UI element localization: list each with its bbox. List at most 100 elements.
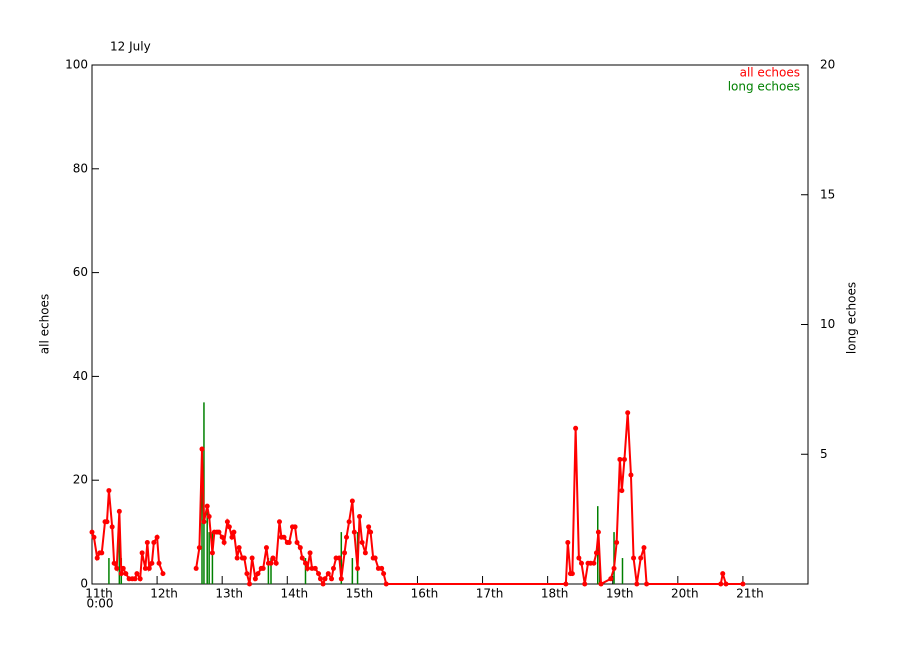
y-tick-label: 20 xyxy=(73,473,88,487)
series-point xyxy=(209,550,215,556)
series-point xyxy=(116,508,122,514)
series-point xyxy=(247,581,253,587)
series-point xyxy=(224,519,230,525)
x-tick-label: 14th xyxy=(280,587,308,601)
series-point xyxy=(120,565,126,571)
series-point xyxy=(229,534,235,540)
y-tick-label: 60 xyxy=(73,265,88,279)
series-point xyxy=(631,555,637,561)
x-tick-label: 16th xyxy=(411,587,439,601)
series-point xyxy=(366,524,372,530)
y-axis-label: all echoes xyxy=(38,294,52,354)
series-point xyxy=(299,555,305,561)
series-point xyxy=(317,576,323,582)
series-point xyxy=(359,539,365,545)
series-point xyxy=(104,519,110,525)
series-point xyxy=(322,576,328,582)
series-point xyxy=(720,571,726,577)
series-point xyxy=(379,565,385,571)
series-point xyxy=(281,534,287,540)
x-tick-label: 17th xyxy=(476,587,504,601)
series-point xyxy=(270,555,276,561)
series-point xyxy=(569,571,575,577)
series-point xyxy=(351,529,357,535)
series-point xyxy=(297,545,303,551)
series-point xyxy=(368,529,374,535)
series-point xyxy=(111,560,117,566)
series-point xyxy=(286,539,292,545)
series-point xyxy=(595,529,601,535)
y-tick-label: 0 xyxy=(80,577,88,591)
series-point xyxy=(576,555,582,561)
series-point xyxy=(123,571,129,577)
x-tick-label: 19th xyxy=(606,587,634,601)
series-point xyxy=(302,560,308,566)
series-point xyxy=(578,560,584,566)
series-point xyxy=(137,576,143,582)
series-point xyxy=(118,571,124,577)
series-point xyxy=(132,576,138,582)
series-point xyxy=(614,539,620,545)
y2-tick-label: 15 xyxy=(820,187,835,201)
series-point xyxy=(219,534,225,540)
series-point xyxy=(644,581,650,587)
y2-tick-label: 10 xyxy=(820,317,835,331)
chart-title: 12 July xyxy=(110,40,151,54)
series-point xyxy=(718,581,724,587)
series-point xyxy=(320,581,326,587)
y-tick-label: 40 xyxy=(73,369,88,383)
series-point xyxy=(338,576,344,582)
series-point xyxy=(565,539,571,545)
series-point xyxy=(383,581,389,587)
x-tick-label: 11th xyxy=(85,587,113,601)
series-point xyxy=(241,555,247,561)
series-point xyxy=(231,529,237,535)
y-tick-label: 80 xyxy=(73,161,88,175)
series-point xyxy=(723,581,729,587)
series-point xyxy=(740,581,746,587)
series-point xyxy=(244,571,250,577)
series-point xyxy=(156,560,162,566)
series-point xyxy=(216,529,222,535)
x-tick-label: 13th xyxy=(215,587,243,601)
x-tick-label: 15th xyxy=(346,587,374,601)
series-point xyxy=(142,565,148,571)
legend-label: long echoes xyxy=(728,80,800,94)
series-point xyxy=(573,425,579,431)
series-point xyxy=(221,539,227,545)
series-point xyxy=(91,534,97,540)
series-point xyxy=(307,550,313,556)
y2-tick-label: 20 xyxy=(820,58,835,72)
series-point xyxy=(199,446,205,452)
series-point xyxy=(336,555,342,561)
x-tick-label: 18th xyxy=(541,587,569,601)
series-point xyxy=(641,545,647,551)
series-point xyxy=(106,488,112,494)
series-point xyxy=(621,456,627,462)
series-point xyxy=(252,576,258,582)
series-point xyxy=(611,565,617,571)
series-point xyxy=(342,550,348,556)
series-point xyxy=(109,524,115,530)
series-point xyxy=(294,539,300,545)
y2-axis-label: long echoes xyxy=(845,282,859,354)
x-tick-label: 12th xyxy=(150,587,178,601)
series-point xyxy=(330,565,336,571)
series-point xyxy=(619,488,625,494)
series-point xyxy=(344,534,350,540)
series-point xyxy=(236,545,242,551)
series-point xyxy=(346,519,352,525)
series-point xyxy=(582,581,588,587)
series-point xyxy=(563,581,569,587)
series-point xyxy=(312,565,318,571)
series-point xyxy=(591,560,597,566)
series-point xyxy=(154,534,160,540)
series-point xyxy=(263,545,269,551)
series-point xyxy=(206,514,212,520)
series-point xyxy=(638,555,644,561)
series-point xyxy=(144,539,150,545)
series-point xyxy=(99,550,105,556)
